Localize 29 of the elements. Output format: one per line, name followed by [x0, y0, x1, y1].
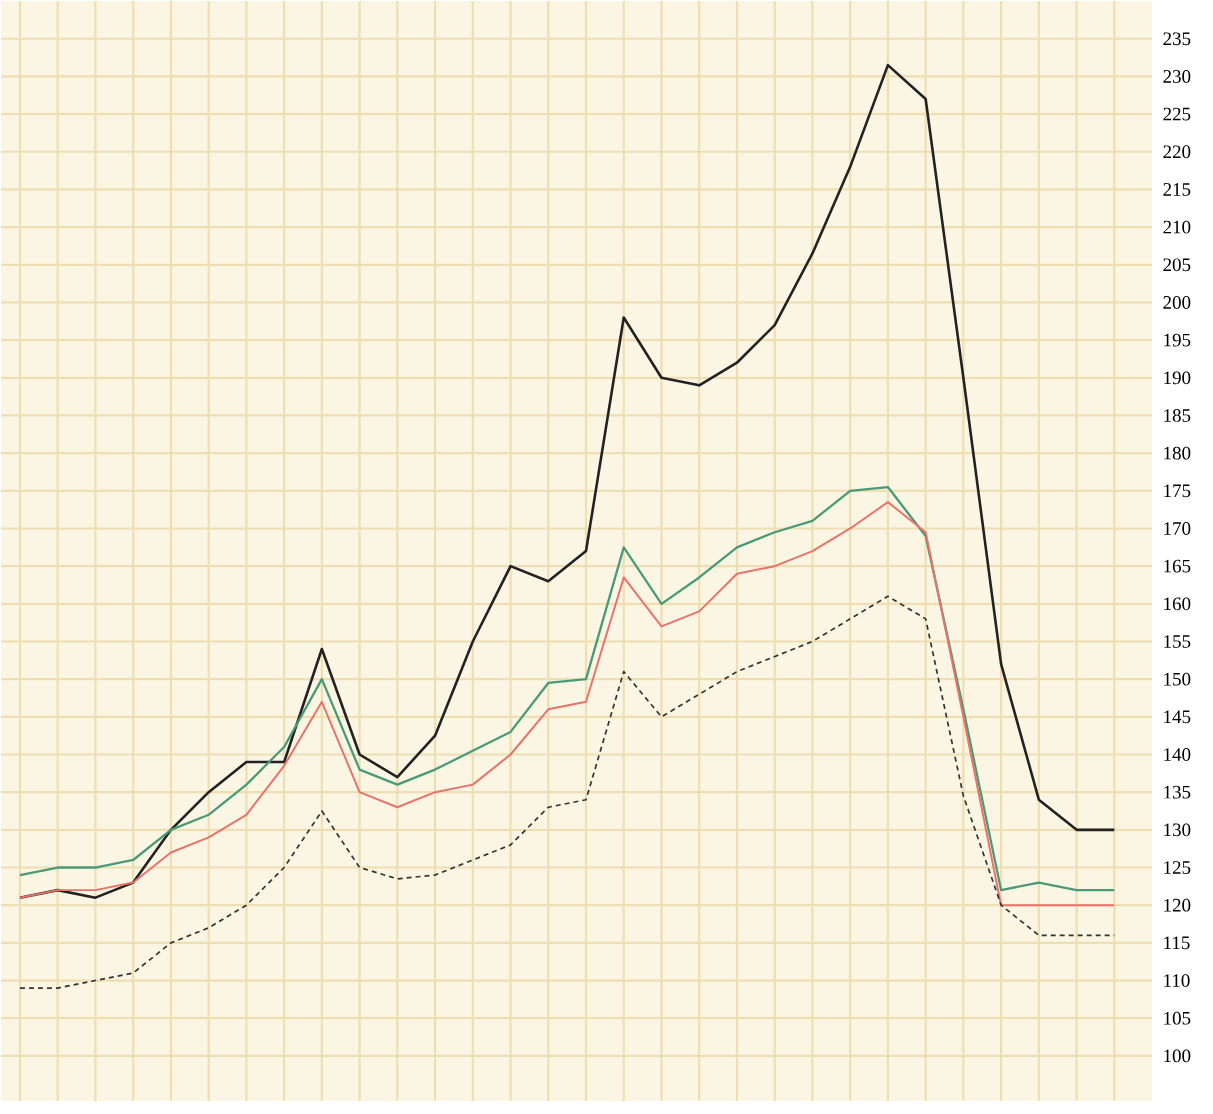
y-tick-label: 235 [1163, 32, 1191, 46]
y-tick-label: 130 [1164, 823, 1191, 837]
y-tick-label: 200 [1163, 296, 1191, 309]
y-tick-label: 190 [1164, 371, 1191, 385]
y-tick-label: 195 [1164, 333, 1191, 347]
y-tick-label: 100 [1164, 1049, 1191, 1063]
y-tick-label: 210 [1163, 220, 1191, 234]
y-tick-label: 205 [1163, 258, 1191, 272]
y-tick-label: 125 [1164, 861, 1191, 874]
y-tick-label: 140 [1164, 748, 1191, 761]
y-tick-label: 135 [1164, 785, 1191, 799]
y-tick-label: 145 [1164, 710, 1191, 724]
y-tick-label: 175 [1164, 484, 1191, 498]
y-tick-label: 170 [1164, 522, 1191, 535]
y-tick-label: 220 [1163, 145, 1191, 159]
y-tick-label: 120 [1164, 898, 1191, 912]
y-tick-label: 165 [1164, 559, 1191, 573]
y-tick-label: 115 [1164, 936, 1190, 950]
y-tick-label: 225 [1163, 107, 1191, 121]
y-tick-label: 105 [1164, 1011, 1191, 1025]
y-tick-label: 215 [1163, 183, 1191, 196]
y-tick-label: 155 [1164, 635, 1191, 648]
line-series [18, 63, 1116, 899]
y-tick-label: 230 [1163, 70, 1191, 83]
y-tick-label: 150 [1164, 672, 1191, 686]
y-tick-label: 110 [1164, 974, 1190, 987]
y-tick-label: 185 [1164, 409, 1191, 422]
y-tick-label: 180 [1164, 446, 1191, 460]
y-tick-label: 160 [1164, 597, 1191, 611]
